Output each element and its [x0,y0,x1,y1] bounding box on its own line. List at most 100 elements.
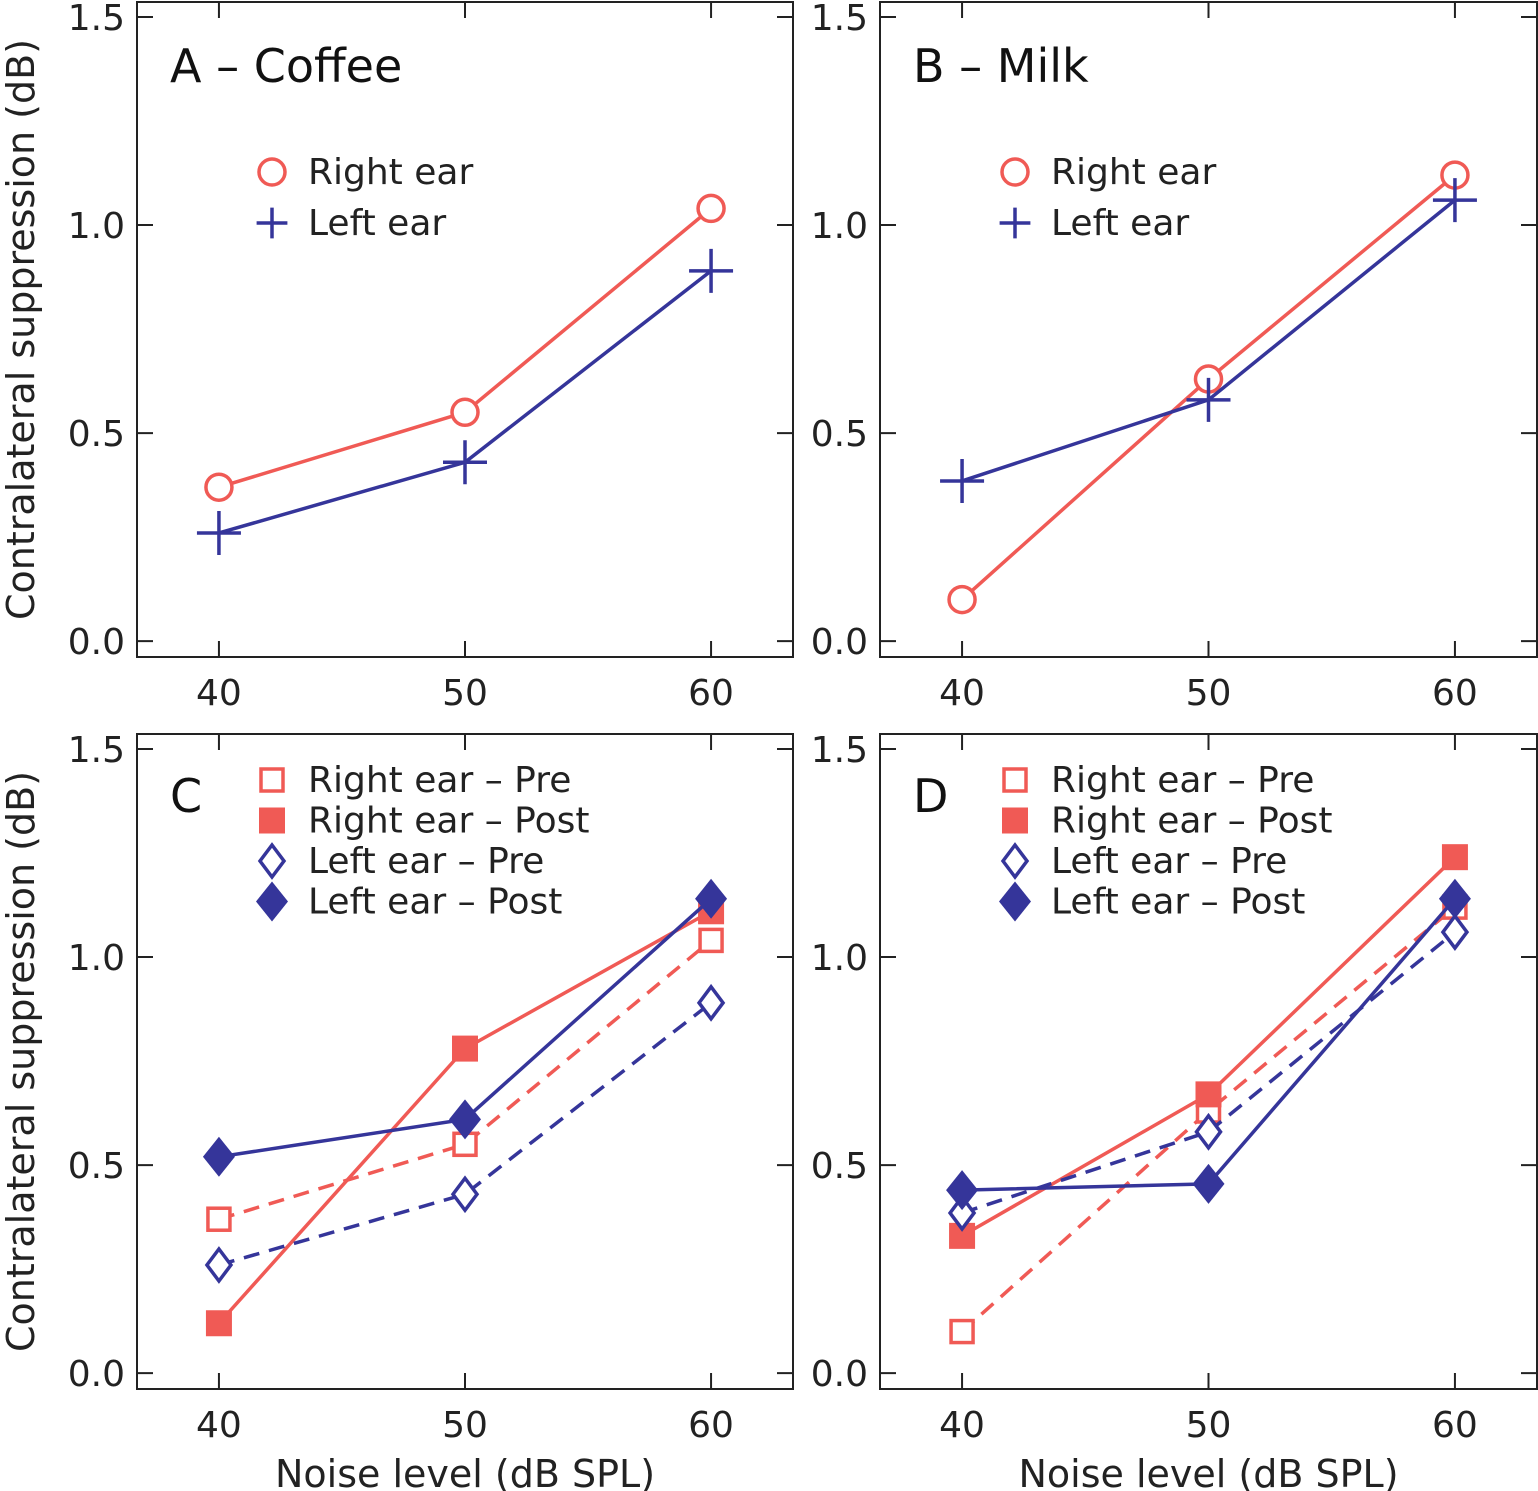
legend-marker [1000,157,1030,187]
panel-title: B – Milk [913,39,1089,93]
legend-label: Left ear – Pre [308,841,544,882]
legend-label: Left ear – Pre [1051,841,1287,882]
data-point [695,878,728,919]
data-point [449,1099,481,1140]
series-left-ear [196,248,734,555]
legend-entry: Left ear – Pre [1000,841,1287,882]
y-tick-label: 0.5 [68,414,125,455]
legend-marker [1000,842,1030,880]
legend-label: Right ear [308,152,473,193]
series-line [218,939,713,1221]
y-tick-label: 0.5 [811,414,868,455]
series-left-ear-pre [947,913,1470,1232]
series-line [960,905,1457,1333]
y-tick-label: 1.0 [68,206,125,247]
data-point [1194,1112,1223,1151]
legend-marker [999,881,1031,922]
panel-title: A – Coffee [170,39,402,93]
data-point [1440,913,1470,951]
y-tick-label: 0.0 [811,1354,868,1395]
legend-label: Right ear – Pre [1051,760,1314,801]
panel-b: 40 50 60 0.0 0.5 1.0 1.5 B – Milk Right ear Left … [811,0,1538,714]
legend-label: Left ear [308,203,446,244]
legend-marker [1002,807,1028,834]
data-point [450,1175,480,1214]
data-point [1192,1163,1225,1204]
x-tick-label: 60 [1432,1405,1478,1446]
plot-frame [136,1,794,658]
x-tick-label: 60 [1432,673,1478,714]
series-left-ear-post [946,878,1471,1211]
legend-label: Left ear [1051,203,1189,244]
data-point [205,1310,232,1337]
data-point [196,510,241,555]
panel-title: D [913,769,948,823]
data-point [696,983,726,1022]
data-point [452,1035,478,1062]
legend-marker [1002,767,1028,793]
y-tick-label: 0.0 [68,622,125,663]
x-tick-label: 40 [939,673,985,714]
legend-entry: Left ear [256,203,446,244]
data-point [940,458,985,503]
legend-label: Right ear – Post [1051,801,1332,842]
series-line [961,930,1457,1215]
series-right-ear-pre [206,927,724,1232]
legend-entry: Right ear [1000,152,1216,193]
legend-entry: Left ear – Post [999,881,1305,923]
panel-title: C [170,769,202,823]
data-point [696,193,726,224]
y-axis-label: Contralateral suppression (dB) [0,39,43,620]
legend-marker [257,842,287,880]
legend-marker [259,807,285,834]
data-point [947,584,977,615]
legend-entry: Left ear – Post [256,881,562,923]
legend-label: Right ear – Post [308,801,589,842]
x-tick-label: 40 [939,1405,985,1446]
x-tick-label: 60 [688,1405,734,1446]
y-axis-label: Contralateral suppression (dB) [0,771,43,1352]
data-point [1195,1081,1222,1108]
legend-marker [259,767,285,793]
x-axis-label: Noise level (dB SPL) [1018,1452,1398,1491]
y-tick-label: 1.5 [68,0,125,39]
data-point [206,1206,232,1232]
y-tick-label: 0.5 [68,1146,125,1187]
series-line [218,1001,713,1267]
legend-entry: Right ear – Pre [259,760,571,801]
data-point [204,1246,234,1284]
legend-marker [256,207,288,239]
data-point [204,472,234,502]
data-point [698,927,724,954]
data-point [202,1136,235,1177]
x-tick-label: 50 [442,1405,488,1446]
data-point [1432,178,1477,223]
y-tick-label: 0.0 [811,622,868,663]
series-right-ear [204,193,726,502]
data-point [1186,377,1231,422]
legend-label: Right ear – Pre [308,760,571,801]
x-tick-label: 50 [442,673,488,714]
data-point [443,440,487,485]
panel-a: 40 50 60 0.0 0.5 1.0 1.5 Contralateral suppress… [0,0,794,714]
data-point [450,397,480,428]
legend-entry: Left ear [999,203,1189,244]
y-tick-label: 1.5 [811,0,868,39]
x-axis-label: Noise level (dB SPL) [275,1452,655,1491]
panel-d: 40 50 60 0.0 0.5 1.0 1.5 Noise level (dB SPL) D R… [811,730,1538,1491]
data-point [946,1170,979,1211]
x-tick-label: 50 [1186,1405,1232,1446]
x-tick-label: 40 [196,673,242,714]
y-tick-label: 1.0 [811,206,868,247]
legend-entry: Right ear – Post [259,801,589,842]
legend-entry: Left ear – Pre [257,841,544,882]
legend-entry: Right ear – Pre [1002,760,1314,801]
y-tick-label: 1.0 [68,938,125,979]
series-left-ear-pre [204,983,726,1284]
data-point [1441,844,1468,871]
legend-entry: Right ear [257,152,473,193]
x-tick-label: 40 [196,1405,242,1446]
legend-label: Left ear – Post [308,882,562,923]
data-point [947,1194,977,1232]
x-tick-label: 50 [1186,673,1232,714]
